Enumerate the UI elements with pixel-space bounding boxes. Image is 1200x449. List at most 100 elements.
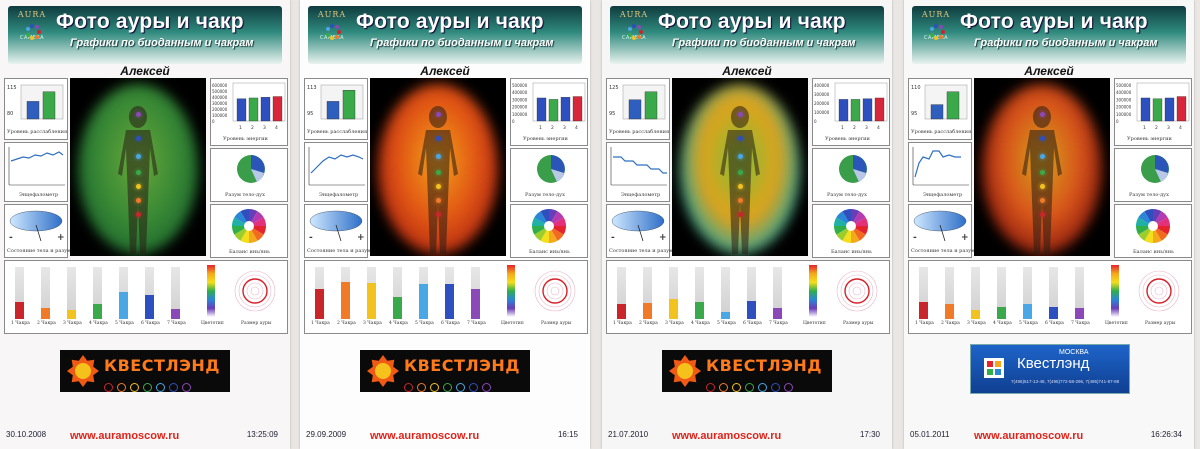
- person-shape: [720, 106, 760, 254]
- website-link[interactable]: www.auramoscow.ru: [672, 430, 782, 442]
- banner-name: Квестлэнд: [1017, 355, 1090, 372]
- wheel-segment: [549, 211, 564, 226]
- chakra-label: 2 Чакра: [337, 321, 356, 326]
- report-subtitle: Графики по биоданным и чакрам: [974, 37, 1158, 49]
- energy-level-chart: 500000 400000 300000 200000 100000 0 1 2 3 4: [1116, 82, 1190, 131]
- energy-tick: 300000: [814, 92, 830, 97]
- yin-yang-panel: Баланс инь/янь: [812, 204, 890, 258]
- chakra-point: [1040, 112, 1045, 117]
- chakra-point: [738, 198, 743, 203]
- energy-bar: [272, 96, 283, 122]
- aura-size-ring: [242, 278, 268, 304]
- minus-sign: -: [611, 233, 615, 243]
- chakra-label: 6 Чакра: [441, 321, 460, 326]
- energy-bar: [1152, 98, 1163, 122]
- chakra-bar: [67, 310, 76, 319]
- chakra-label: 2 Чакра: [639, 321, 658, 326]
- enc-line: [310, 154, 364, 174]
- website-link[interactable]: www.auramoscow.ru: [70, 430, 180, 442]
- body-mind-ellipse: [611, 210, 665, 232]
- energy-tick: 0: [814, 119, 817, 124]
- energy-x-tick: 2: [551, 125, 554, 131]
- kvestlend-banner: КВЕСТЛЭНД: [60, 350, 230, 392]
- report-time: 17:30: [859, 430, 880, 439]
- star-inner: [75, 363, 91, 379]
- person-silhouette: [720, 106, 760, 254]
- body-mind-needle: [939, 224, 946, 242]
- wheel-segment: [234, 226, 249, 241]
- plus-sign: +: [357, 233, 365, 243]
- color-wheel: [834, 209, 868, 243]
- pie-slice-light: [1155, 169, 1168, 182]
- kvestlend-moscow-banner: МОСКВА Квестлэнд 7(495)517-13-48, 7(495)77…: [970, 344, 1130, 394]
- energy-x-tick: 4: [275, 125, 278, 131]
- energy-level-label: Уровень энергии: [825, 136, 870, 142]
- banner-moscow: МОСКВА: [1059, 349, 1089, 356]
- body-mind-gauge: [913, 210, 967, 242]
- chakra-track: [93, 267, 102, 319]
- aura-logo-text: AURA: [921, 10, 951, 19]
- pie-slice-blue: [1155, 155, 1169, 173]
- relax-bar: [930, 104, 944, 120]
- chakra-symbol-icons: [104, 377, 224, 392]
- spectrum-bar: [207, 265, 215, 317]
- yin-yang-label: Баланс инь/янь: [1133, 249, 1174, 255]
- energy-bar: [236, 98, 247, 122]
- minus-sign: -: [913, 233, 917, 243]
- yin-yang-label: Баланс инь/янь: [229, 249, 270, 255]
- chakra-bars-panel: 1 Чакра 2 Чакра 3 Чакра 4 Чакра 5 Чакра 6 Чак…: [606, 260, 890, 334]
- chakra-bar: [747, 301, 756, 319]
- chakra-label: 4 Чакра: [89, 321, 108, 326]
- yin-yang-panel: Баланс инь/янь: [210, 204, 288, 258]
- wheel-center: [244, 221, 254, 231]
- body-spirit-panel: Разум тело-дух: [812, 148, 890, 202]
- chakra-bar: [1023, 304, 1032, 319]
- logo-cell: [995, 369, 1001, 375]
- body-mind-gauge: [309, 210, 363, 242]
- chakra-bar: [341, 281, 350, 319]
- person-name: Алексей: [420, 64, 470, 78]
- report-subtitle: Графики по биоданным и чакрам: [370, 37, 554, 49]
- chakra-bar: [669, 299, 678, 319]
- chakra-label: 7 Чакра: [467, 321, 486, 326]
- pie-slice-light: [853, 169, 866, 182]
- person-name: Алексей: [722, 64, 772, 78]
- chakra-bar: [41, 308, 50, 319]
- wheel-segment: [851, 226, 866, 241]
- target-ring: [836, 270, 878, 312]
- plus-sign: +: [961, 233, 969, 243]
- chakra-point: [436, 184, 441, 189]
- chakra-point: [1040, 136, 1045, 141]
- chakra-point: [136, 184, 141, 189]
- wheel-segment: [1138, 226, 1153, 241]
- website-link[interactable]: www.auramoscow.ru: [974, 430, 1084, 442]
- body-mind-panel: - + Состояние тела и разума: [4, 204, 74, 258]
- plus-sign: +: [659, 233, 667, 243]
- relax-level-panel: 113 95 Уровень расслабления: [304, 78, 368, 140]
- kvestlend-banner: КВЕСТЛЭНД: [360, 350, 530, 392]
- chakra-point: [738, 184, 743, 189]
- relax-tick-high: 115: [7, 85, 17, 91]
- relax-level-chart: 113 95: [307, 84, 364, 120]
- energy-bar: [536, 97, 547, 122]
- website-link[interactable]: www.auramoscow.ru: [370, 430, 480, 442]
- aura-size-label: Размер ауры: [1145, 321, 1176, 326]
- energy-tick: 0: [212, 119, 215, 124]
- target-ring: [234, 270, 276, 312]
- color-wheel: [232, 209, 266, 243]
- chakra-bar: [15, 301, 24, 319]
- chakra-point: [136, 212, 141, 217]
- wheel-center: [544, 221, 554, 231]
- kvestlend-name: КВЕСТЛЭНД: [404, 356, 521, 375]
- relax-tick-high: 110: [911, 85, 921, 91]
- energy-bar: [560, 97, 571, 122]
- aura-camera-logo: AURACAMERA: [918, 10, 954, 58]
- chakra-point: [136, 170, 141, 175]
- wheel-segment: [1138, 211, 1153, 226]
- target-ring: [840, 274, 874, 308]
- spectrum-label: Цветотип: [1105, 321, 1128, 326]
- energy-tick: 100000: [1116, 112, 1132, 117]
- chakra-label: 1 Чакра: [311, 321, 330, 326]
- target-ring: [538, 274, 572, 308]
